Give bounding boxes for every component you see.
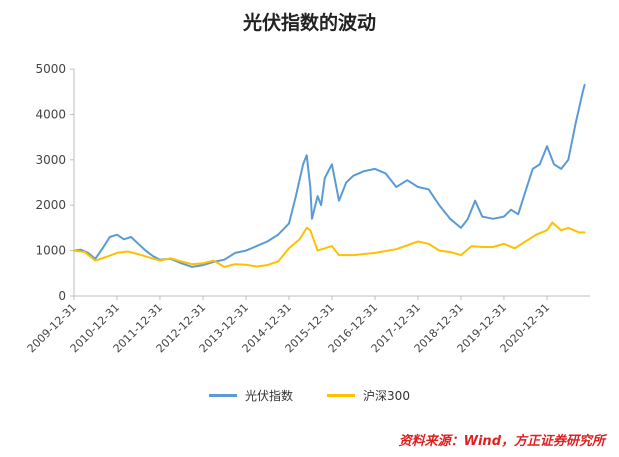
- legend-item-series-2: 沪深300: [327, 387, 410, 404]
- y-tick-label: 2000: [35, 198, 66, 212]
- y-tick-label: 0: [58, 289, 66, 303]
- y-axis: 0 1000 2000 3000 4000 5000: [35, 62, 75, 303]
- y-tick-label: 5000: [35, 62, 66, 76]
- legend-swatch-series-2: [327, 394, 356, 397]
- legend-label-series-2: 沪深300: [363, 389, 410, 403]
- series-line-1: [73, 83, 586, 268]
- y-tick-label: 3000: [35, 153, 66, 167]
- legend-label-series-1: 光伏指数: [245, 389, 294, 403]
- x-axis: 2009-12-312010-12-312011-12-312012-12-31…: [25, 295, 590, 355]
- chart-title: 光伏指数的波动: [242, 12, 376, 34]
- source-note: 资料来源：Wind，方正证券研究所: [398, 434, 605, 449]
- legend-item-series-1: 光伏指数: [209, 387, 293, 404]
- legend: 光伏指数 沪深300: [0, 387, 619, 404]
- legend-swatch-series-1: [209, 394, 238, 397]
- y-tick-label: 1000: [35, 244, 66, 258]
- series-line-2: [73, 221, 586, 268]
- series-layer: [73, 83, 586, 268]
- y-tick-label: 4000: [35, 107, 66, 121]
